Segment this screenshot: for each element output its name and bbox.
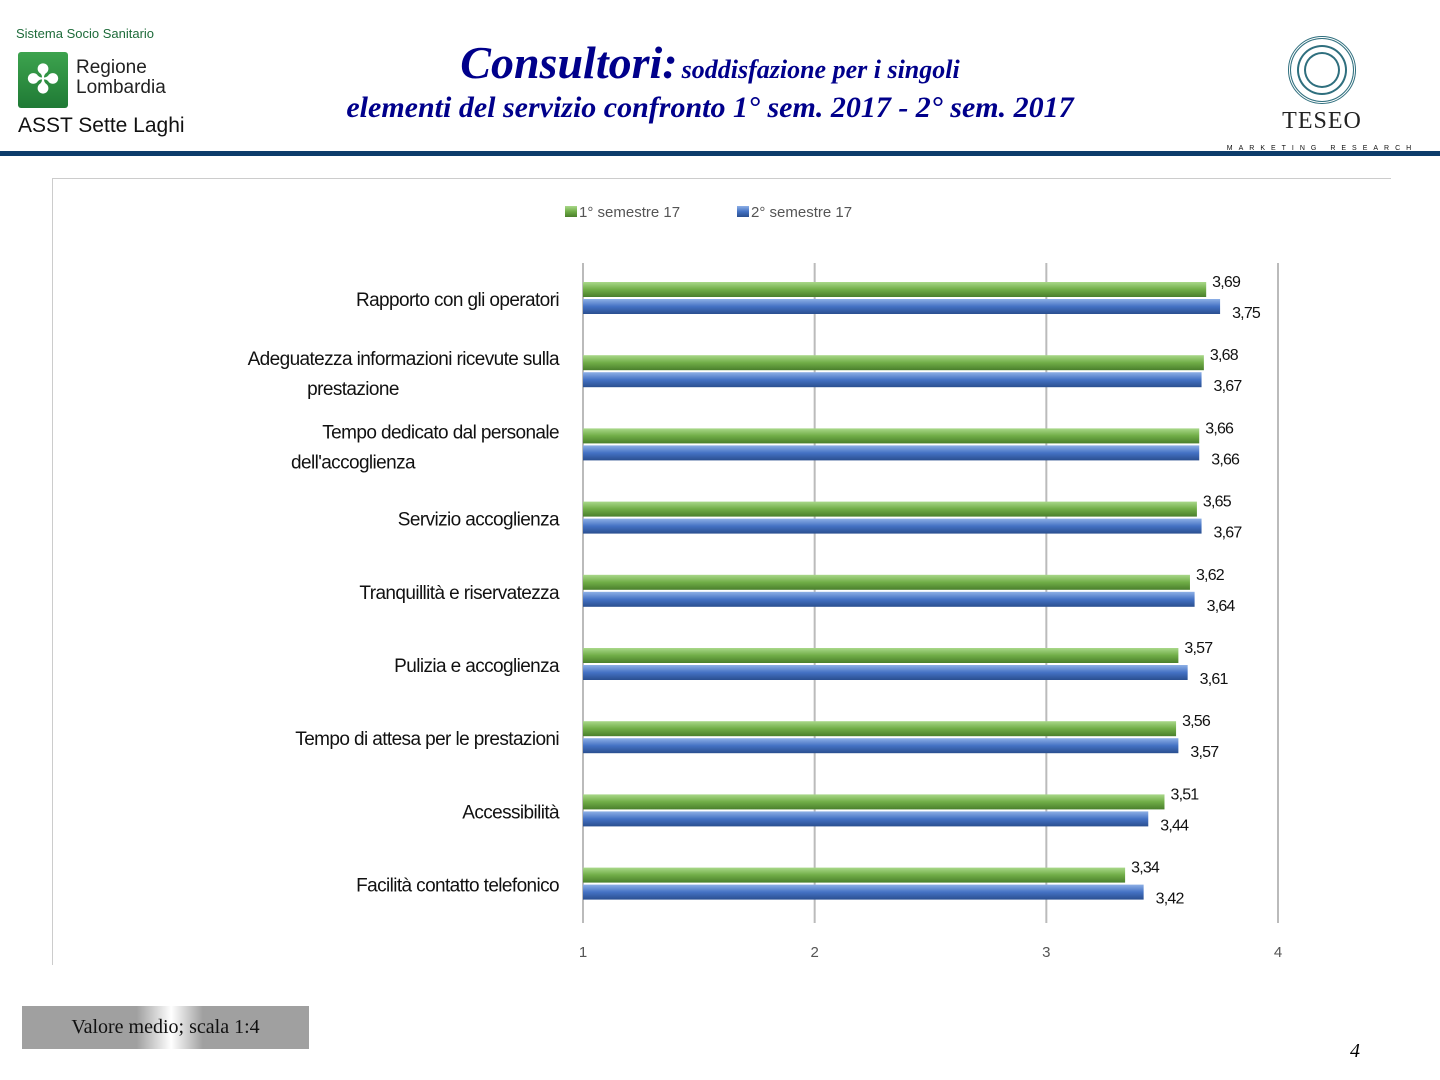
bar-chart: 1 2 3 4 Rapporto con gli operatori 3,69 3,75 Ad… [248,204,1283,961]
category-label: Pulizia e accoglienza [394,656,560,677]
asst-logo: Sistema Socio Sanitario ✤ Regione Lombar… [16,26,196,137]
category-label: dell'accoglienza [291,452,416,473]
data-label: 3,44 [1160,817,1189,834]
data-label: 3,62 [1196,567,1225,584]
labyrinth-icon [1288,36,1356,104]
legend-label: 1° semestre 17 [579,204,680,221]
teseo-logo: TESEO MARKETING RESEARCH [1222,36,1422,152]
bar-sem1 [583,721,1177,737]
data-label: 3,34 [1131,860,1160,877]
category-label: Tempo di attesa per le prestazioni [295,729,559,750]
bar-sem1 [583,428,1200,444]
data-label: 3,66 [1211,451,1240,468]
bar-sem2 [583,811,1149,827]
data-label: 3,65 [1203,494,1232,511]
legend-label: 2° semestre 17 [751,204,852,221]
category-label: Tempo dedicato dal personale [322,422,559,443]
header-rule [0,151,1440,156]
org-top: Sistema Socio Sanitario [16,26,155,41]
title-main: Consultori: [460,37,678,88]
category-label: Facilità contatto telefonico [356,876,559,897]
data-label: 3,67 [1214,378,1243,395]
brand: TESEO [1282,108,1362,134]
category-label: Servizio accoglienza [398,510,560,531]
org-bottom: ASST Sette Laghi [18,114,185,137]
data-label: 3,67 [1214,525,1243,542]
scale-note: Valore medio; scala 1:4 [22,1006,309,1049]
x-tick-label: 4 [1274,944,1282,961]
legend-swatch [737,206,749,217]
legend-swatch [565,206,577,217]
bar-sem2 [583,591,1195,607]
category-label: Adeguatezza informazioni ricevute sulla [248,349,560,370]
data-label: 3,57 [1190,744,1219,761]
x-tick-label: 3 [1042,944,1050,961]
org-region: Regione Lombardia [76,57,166,98]
bar-sem2 [583,445,1200,461]
bar-sem2 [583,372,1202,388]
bar-sem1 [583,867,1126,883]
title-line2: elementi del servizio confronto 1° sem. … [346,91,1074,124]
bar-sem2 [583,884,1144,900]
title-rest: soddisfazione per i singoli [681,55,960,84]
bar-sem1 [583,574,1190,590]
lombardia-rose-icon: ✤ [18,52,68,108]
data-label: 3,75 [1232,305,1261,322]
category-label: Tranquillità e riservatezza [359,583,560,604]
data-label: 3,68 [1210,347,1239,364]
page-number: 4 [1350,1040,1360,1062]
data-label: 3,64 [1207,598,1236,615]
data-label: 3,57 [1184,640,1213,657]
bar-sem1 [583,501,1197,517]
data-label: 3,42 [1156,891,1185,908]
data-label: 3,61 [1200,671,1229,688]
category-label: Accessibilità [462,802,560,823]
bar-sem2 [583,738,1179,754]
category-label: Rapporto con gli operatori [356,290,559,311]
data-label: 3,56 [1182,713,1211,730]
bar-sem2 [583,299,1221,314]
data-label: 3,66 [1205,420,1234,437]
brand-sub: MARKETING RESEARCH [1226,145,1418,152]
bar-sem2 [583,665,1188,680]
bar-sem1 [583,794,1165,810]
bar-sem1 [583,282,1207,297]
data-label: 3,69 [1212,274,1241,291]
page-title: Consultori: soddisfazione per i singoli … [230,36,1190,125]
bar-sem1 [583,648,1179,663]
x-tick-label: 2 [810,944,818,961]
data-label: 3,51 [1170,786,1199,803]
category-label: prestazione [307,379,399,400]
chart-frame: 1 2 3 4 Rapporto con gli operatori 3,69 3,75 Ad… [52,178,1391,965]
x-tick-label: 1 [579,944,587,961]
bar-sem1 [583,355,1204,371]
bar-sem2 [583,518,1202,534]
